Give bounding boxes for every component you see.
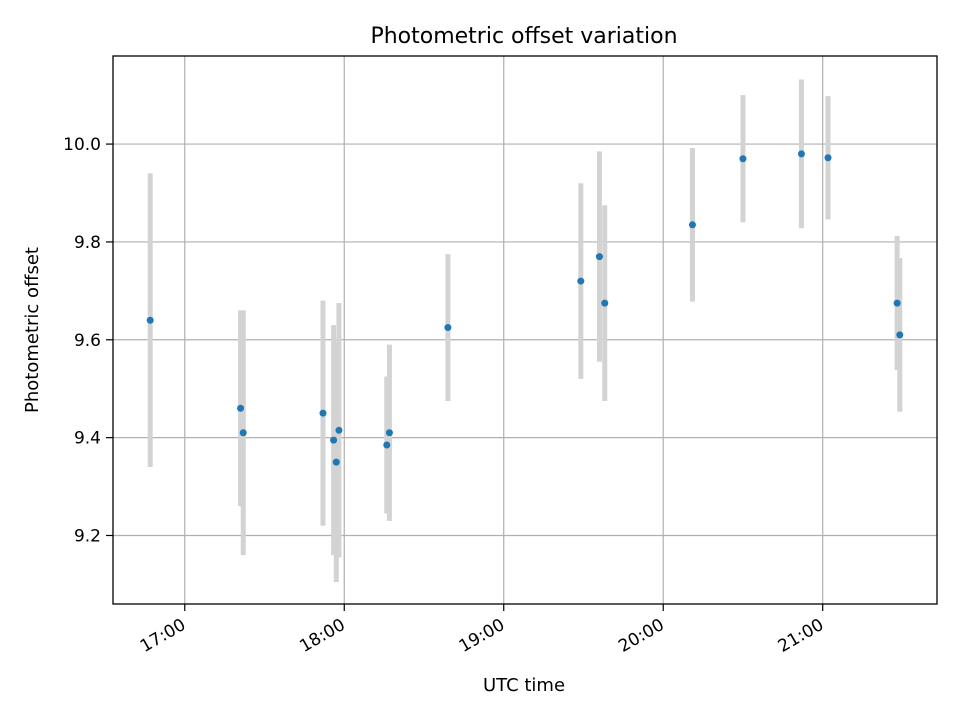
plot-frame <box>112 55 938 605</box>
y-tick-label: 9.4 <box>74 429 101 449</box>
data-point <box>601 299 609 307</box>
data-point <box>385 429 393 437</box>
data-point <box>237 404 245 412</box>
data-point <box>146 316 154 324</box>
y-tick-label: 9.6 <box>74 331 101 351</box>
y-axis-ticks: 9.2 9.4 9.6 9.8 10.0 <box>63 135 113 547</box>
data-point <box>239 429 247 437</box>
data-point <box>595 253 603 261</box>
data-point <box>383 441 391 449</box>
data-point <box>797 150 805 158</box>
data-point <box>332 458 340 466</box>
data-point <box>824 154 832 162</box>
x-axis-label: UTC time <box>483 675 565 696</box>
y-tick-label: 9.2 <box>74 527 101 547</box>
data-point <box>688 221 696 229</box>
data-point <box>330 436 338 444</box>
data-points <box>146 150 904 466</box>
data-point <box>896 331 904 339</box>
data-point <box>319 409 327 417</box>
y-axis-label: Photometric offset <box>22 247 43 413</box>
data-point <box>893 299 901 307</box>
data-point <box>444 324 452 332</box>
chart-title: Photometric offset variation <box>370 24 677 49</box>
y-tick-label: 10.0 <box>63 135 101 155</box>
data-point <box>335 426 343 434</box>
data-point <box>739 155 747 163</box>
data-point <box>577 277 585 285</box>
y-tick-label: 9.8 <box>74 233 101 253</box>
